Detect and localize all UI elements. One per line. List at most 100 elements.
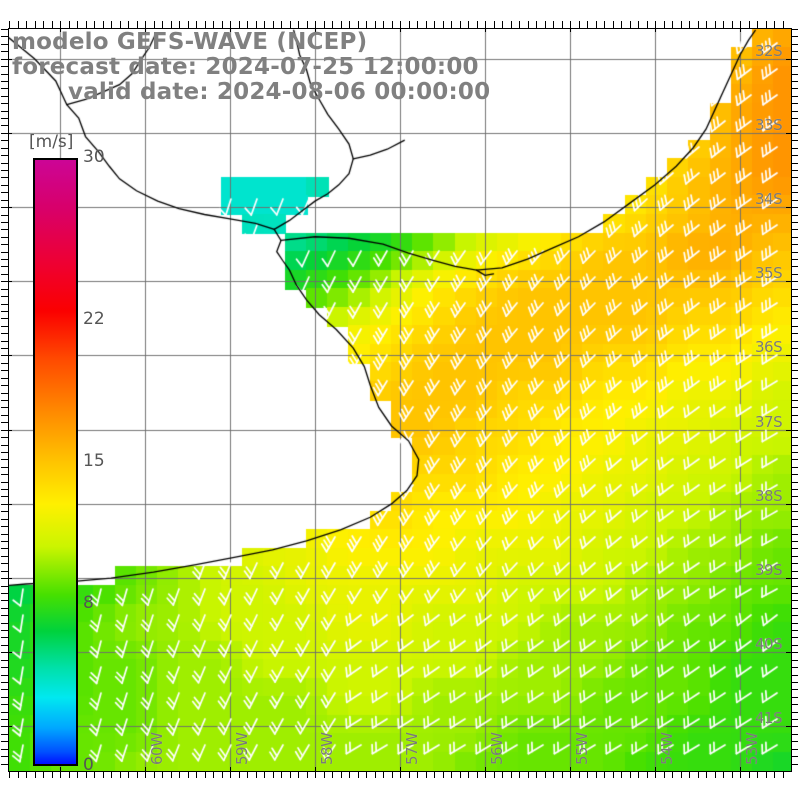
axis-tick (786, 58, 797, 60)
axis-tick (791, 325, 798, 327)
axis-tick (604, 21, 605, 28)
axis-tick (136, 771, 138, 778)
axis-tick (791, 266, 798, 268)
axis-tick (791, 451, 798, 453)
axis-tick (1, 288, 8, 290)
axis-tick (791, 630, 798, 632)
axis-tick (706, 771, 707, 778)
axis-tick (51, 771, 53, 778)
axis-tick (374, 21, 376, 28)
axis-tick (748, 21, 750, 28)
axis-tick (1, 489, 8, 491)
axis-tick (791, 199, 798, 201)
axis-tick (1, 177, 8, 179)
axis-tick (791, 696, 798, 698)
axis-tick (400, 21, 401, 32)
axis-tick (111, 21, 112, 28)
axis-tick (153, 21, 155, 28)
axis-tick (1, 451, 8, 453)
axis-tick (68, 771, 70, 778)
axis-tick (646, 771, 648, 778)
axis-tick (791, 585, 798, 587)
axis-tick (315, 767, 316, 778)
axis-tick (1, 155, 8, 157)
axis-tick (451, 771, 452, 778)
axis-tick (264, 21, 265, 28)
axis-tick (408, 21, 410, 28)
axis-tick (17, 21, 19, 28)
axis-tick (791, 177, 798, 179)
axis-tick (1, 199, 8, 201)
axis-tick (791, 422, 798, 424)
axis-tick (791, 407, 798, 409)
axis-tick (51, 21, 53, 28)
axis-tick (519, 771, 520, 778)
axis-tick (1, 29, 8, 30)
axis-tick (391, 21, 393, 28)
axis-tick (391, 771, 393, 778)
axis-tick (1, 630, 8, 632)
axis-tick (791, 481, 798, 483)
axis-tick (306, 771, 308, 778)
axis-tick (145, 767, 146, 778)
axis-tick (791, 444, 798, 446)
axis-tick (791, 540, 798, 542)
axis-tick (638, 771, 639, 778)
axis-tick (136, 21, 138, 28)
axis-tick (1, 570, 8, 572)
axis-tick (791, 644, 798, 646)
axis-tick (1, 681, 8, 683)
axis-tick (791, 251, 798, 253)
axis-tick (791, 674, 798, 676)
axis-tick (9, 771, 10, 778)
axis-tick (723, 21, 724, 28)
axis-tick (1, 748, 8, 750)
longitude-label: 60W (148, 732, 166, 765)
axis-tick (493, 21, 495, 28)
axis-tick (442, 771, 444, 778)
axis-tick (247, 21, 248, 28)
axis-tick (791, 333, 798, 335)
longitude-label: 57W (403, 732, 421, 765)
axis-tick (689, 771, 690, 778)
axis-tick (85, 771, 87, 778)
longitude-label: 56W (488, 732, 506, 765)
axis-tick (1, 362, 8, 364)
axis-tick (85, 21, 87, 28)
axis-tick (43, 21, 44, 28)
axis-tick (680, 21, 682, 28)
axis-tick (272, 21, 274, 28)
axis-tick (791, 763, 798, 765)
axis-tick (1, 503, 12, 505)
longitude-label: 55W (573, 732, 591, 765)
axis-tick (791, 214, 798, 216)
axis-tick (791, 474, 798, 476)
axis-tick (1, 370, 8, 372)
axis-tick (1, 73, 8, 75)
axis-tick (714, 21, 716, 28)
colorbar-tick-label: 0 (83, 755, 94, 775)
axis-tick (791, 392, 798, 394)
axis-tick (786, 578, 797, 580)
axis-tick (791, 192, 798, 194)
axis-tick (774, 771, 775, 778)
axis-tick (213, 771, 214, 778)
axis-tick (60, 21, 61, 32)
axis-tick (519, 21, 520, 28)
axis-tick (791, 88, 798, 90)
axis-tick (170, 771, 172, 778)
axis-tick (60, 767, 61, 778)
axis-tick (791, 607, 798, 609)
axis-tick (442, 21, 444, 28)
axis-tick (1, 169, 8, 171)
axis-tick (578, 21, 580, 28)
axis-tick (791, 511, 798, 513)
axis-tick (1, 392, 8, 394)
axis-tick (731, 771, 733, 778)
axis-tick (765, 771, 767, 778)
axis-tick (468, 771, 469, 778)
axis-tick (791, 489, 798, 491)
axis-tick (1, 689, 8, 691)
axis-tick (1, 110, 8, 112)
axis-tick (68, 21, 70, 28)
